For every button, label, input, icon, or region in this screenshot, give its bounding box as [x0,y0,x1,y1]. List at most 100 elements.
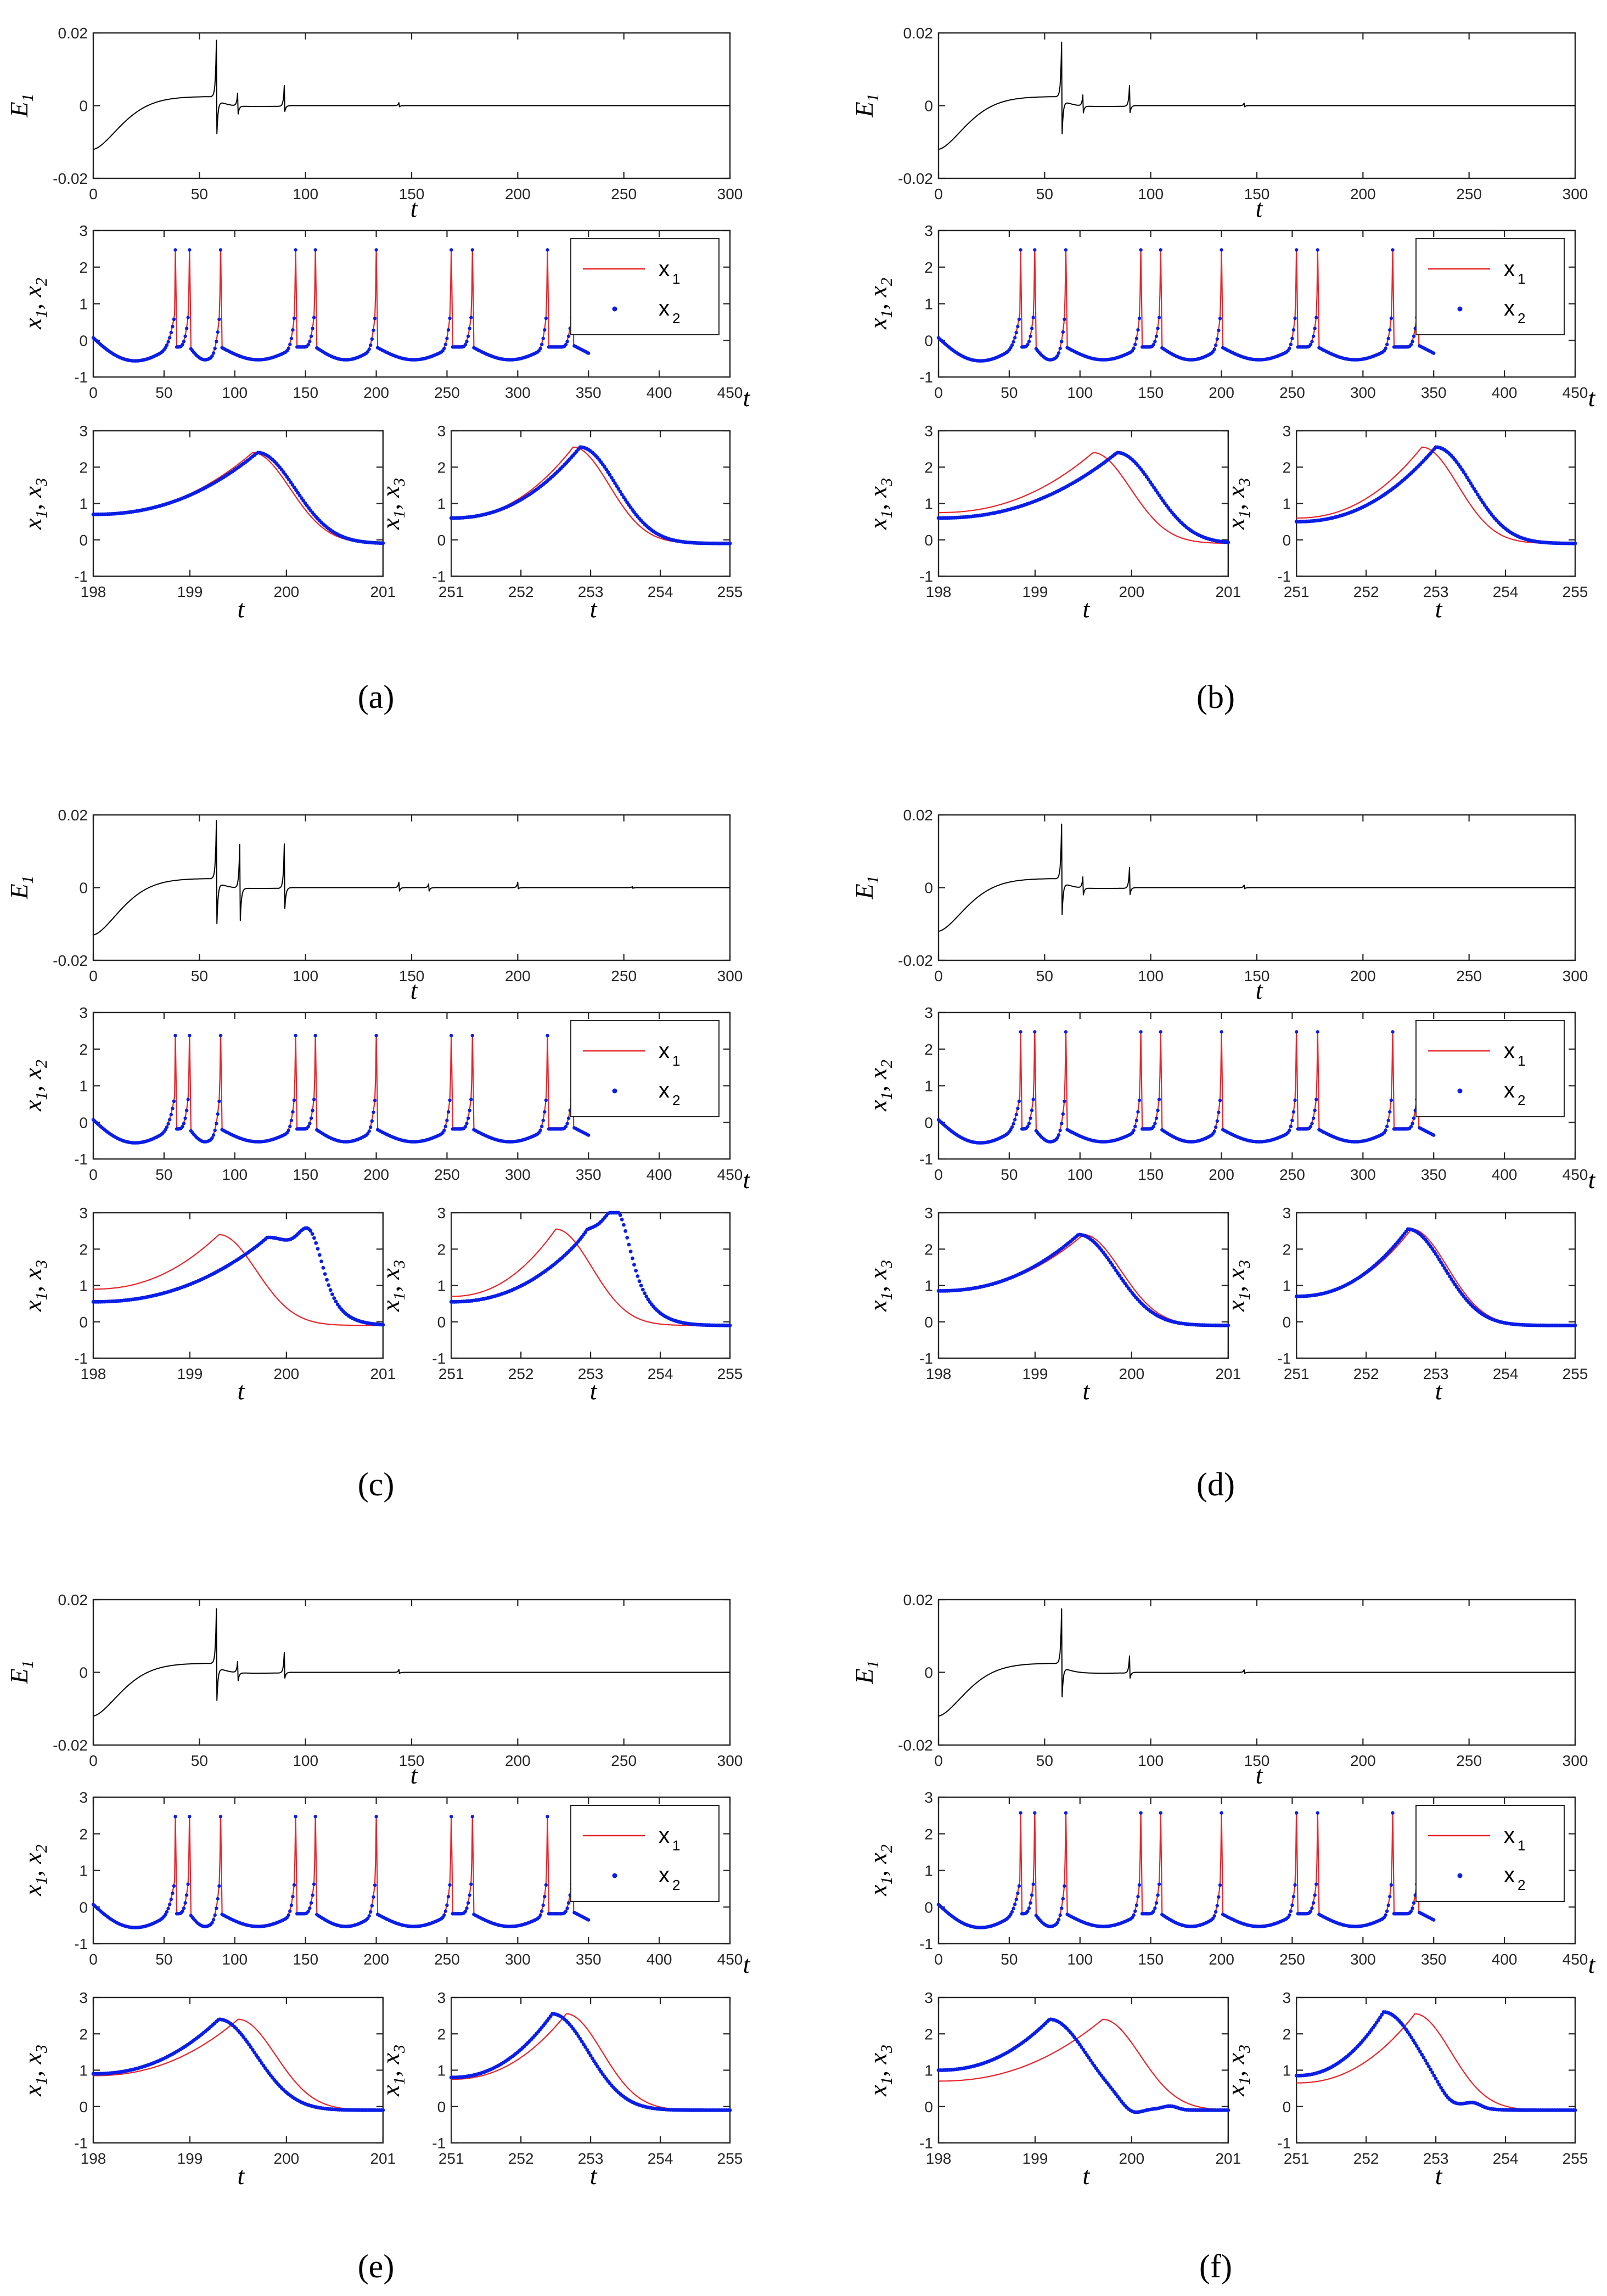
x2-series-dots-point [172,317,176,321]
x2-series-dots-point [1060,1906,1064,1910]
zoom1-x3-dots-point [252,2050,256,2055]
e1-x-tick-label: 0 [89,185,98,202]
x12-ylabel-sub: 1 [878,1877,896,1885]
x12-y-tick-label: 3 [79,1004,88,1021]
x12-x-tick-label: 50 [155,1951,172,1968]
x2-series-dots-point [446,1110,451,1114]
x2-series-dots-point [1137,1098,1142,1102]
zoom1-ylabel-sub2: 3 [878,2045,896,2053]
zoom2-x3-dots-point [644,1295,649,1298]
zoom2-y-tick-label: 1 [1283,1278,1291,1295]
zoom1-y-tick-label: 0 [79,2098,88,2115]
x2-series-dots-point [181,1124,184,1129]
x12-y-tick-label: 2 [924,1826,933,1843]
x12-x-tick-label: 200 [363,1166,389,1183]
x2-series-dots-point [565,1122,569,1126]
x12-y-tick-label: 1 [79,1862,88,1879]
zoom2-y-tick-label: 3 [437,423,446,440]
e1-ylabel-text: E1 [850,93,882,117]
x12-ylabel: x1, x2 [864,1844,896,1897]
x12-y-tick-label: -1 [74,1151,88,1168]
x2-series-dots-point [566,334,571,338]
zoom2-x3-dots-point [618,1213,622,1217]
e1-x-tick-label: 100 [1138,1752,1164,1769]
e1-ylabel-var: E [850,883,878,899]
x2-series-dots-point [541,1903,545,1907]
zoom2-y-tick-label: 3 [437,1989,446,2006]
legend-x1-label: x [1504,257,1515,281]
zoom1-x-tick-label: 201 [370,583,396,600]
x12-x-tick-label: 150 [293,1166,318,1183]
zoom1-y-tick-label: 1 [924,2062,933,2079]
zoom1-xlabel: t [1083,2162,1091,2190]
zoom2-x3-dots-point [622,1223,626,1227]
x2-series-dots-point [1136,1895,1140,1899]
zoom2-x3-dots-point [1465,475,1469,480]
zoom1-y-tick-label: 2 [79,2025,88,2042]
zoom2-y-tick-label: 1 [437,2062,446,2079]
x2-series-dots-point [587,1918,591,1922]
x12-xlabel: t [743,384,751,412]
x2-series-dots-point [374,1815,378,1819]
e1-x-tick-label: 50 [191,1752,208,1769]
zoom2-x3-dots [449,1211,732,1327]
x2-series-dots-point [164,1128,167,1132]
x12-ylabel-comma: , [19,1864,47,1877]
zoom2-ylabel-text: x1, x3 [1222,478,1254,530]
x2-series-dots-point [166,1122,170,1126]
x2-series-dots-point [1014,1897,1019,1901]
x12-ylabel-sub2: 2 [32,1060,50,1068]
e1-x-tick-label: 0 [934,1752,943,1769]
x2-series-dots-point [1313,1893,1317,1897]
zoom1-x3-dots-point [332,1296,336,1301]
x2-series-dots-point [565,340,569,344]
zoom2-x-tick-label: 254 [1493,1365,1519,1382]
x2-series-dots-point [217,1884,221,1888]
zoom2-plot-area [451,430,731,577]
zoom1-x3-dots-point [1226,2108,1230,2112]
x12-x-tick-label: 200 [1209,1166,1234,1183]
x2-series-dots-point [165,343,169,347]
x12-ylabel-var2: x [19,286,47,298]
e1-x-tick-label: 300 [1563,967,1588,984]
zoom2-y-tick-label: 0 [437,532,446,549]
e1-x-tick-label: 100 [293,967,318,984]
zoom2-x-tick-label: 251 [439,583,464,600]
e1-x-tick-label: 300 [717,967,743,984]
zoom1-ylabel-var2: x [19,2053,47,2065]
x2-series-dots-point [1384,1913,1387,1917]
e1-ylabel-text: E1 [850,1660,882,1684]
zoom2-y-tick-label: 0 [437,1314,446,1331]
e1-ylabel-var: E [850,102,878,117]
x12-y-tick-label: -1 [919,1935,933,1952]
x2-series-dots-point [165,1910,169,1914]
x12-xlabel: t [743,1166,751,1194]
zoom2-ylabel-var: x [377,2085,404,2097]
zoom2-y-tick-label: 2 [437,1241,446,1258]
legend-box [570,1805,720,1902]
x12-y-tick-label: 1 [79,296,88,313]
x2-series-dots-point [1154,1901,1159,1905]
x2-series-dots-point [1014,330,1019,335]
x2-series-dots-point [183,1116,187,1120]
x2-series-dots-point [164,1912,167,1916]
x2-series-dots-point [1026,342,1030,347]
zoom1-x3-dots-point [286,477,291,482]
legend-box [1415,1020,1565,1117]
zoom1-xlabel: t [238,595,245,623]
x2-series-dots-point [1026,1124,1030,1129]
zoom2-x3-dots-point [585,2048,589,2052]
x2-series-dots-point [1057,1918,1061,1922]
x2-series-dots-point [538,346,542,351]
x2-series-dots-point [1314,1882,1318,1886]
legend-x1-label: x [1504,1824,1515,1848]
x2-series-dots-point [218,1033,223,1038]
zoom2-ylabel-sub2: 3 [390,1260,408,1269]
zoom1-x1-line [939,452,1228,544]
x2-series-dots-point [540,1124,544,1128]
x12-ylabel-var: x [864,318,892,330]
x2-series-dots-point [1012,1122,1015,1126]
zoom1-y-tick-label: 3 [79,1205,88,1222]
x2-series-dots-point [463,1909,468,1914]
x2-series-dots-point [1214,1125,1218,1129]
